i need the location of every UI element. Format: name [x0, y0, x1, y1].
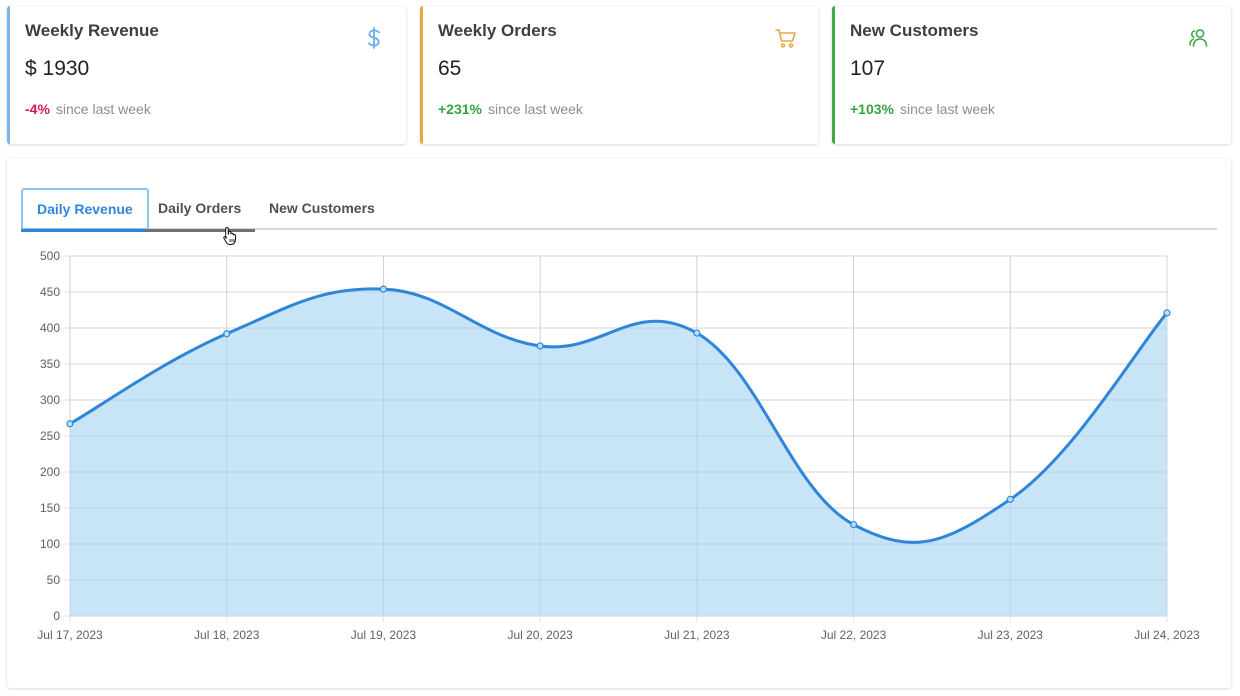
active-tab-indicator: [21, 229, 143, 232]
card-since: since last week: [487, 101, 583, 117]
card-since: since last week: [55, 101, 151, 117]
x-tick-label: Jul 20, 2023: [507, 628, 573, 642]
y-tick-label: 150: [40, 501, 60, 515]
hover-tab-indicator: [143, 229, 255, 232]
card-accent-bar: [7, 6, 10, 144]
card-footer: +103% since last week: [850, 101, 995, 117]
data-point: [379, 285, 388, 293]
x-tick-label: Jul 17, 2023: [37, 628, 103, 642]
card-accent-bar: [420, 6, 423, 144]
card-change: +103%: [850, 101, 894, 117]
hand-pointer-icon: [223, 226, 236, 245]
card-title: Weekly Revenue: [25, 21, 159, 40]
card-since: since last week: [899, 101, 995, 117]
card-change: +231%: [438, 101, 482, 117]
chart-tabs: Daily Revenue Daily Orders New Customers: [21, 188, 1217, 232]
card-accent-bar: [832, 6, 835, 144]
y-tick-label: 450: [40, 285, 60, 299]
y-tick-label: 500: [40, 249, 60, 263]
card-footer: +231% since last week: [438, 101, 583, 117]
weekly-revenue-card: Weekly Revenue $ 1930 -4% since last week: [7, 6, 406, 144]
card-footer: -4% since last week: [25, 101, 151, 117]
data-point: [849, 520, 858, 529]
x-tick-label: Jul 22, 2023: [821, 628, 887, 642]
cart-icon: [775, 29, 796, 48]
data-point: [693, 329, 701, 337]
y-tick-label: 350: [40, 357, 60, 371]
data-point: [223, 330, 231, 338]
card-title: New Customers: [850, 21, 979, 40]
y-tick-label: 300: [40, 393, 60, 407]
data-point: [536, 342, 544, 350]
y-tick-label: 200: [40, 465, 60, 479]
users-icon: [1189, 29, 1208, 47]
y-tick-label: 250: [40, 429, 60, 443]
card-change: -4%: [25, 101, 50, 117]
x-tick-label: Jul 23, 2023: [978, 628, 1044, 642]
x-tick-label: Jul 24, 2023: [1134, 628, 1200, 642]
x-tick-label: Jul 18, 2023: [194, 628, 260, 642]
data-point: [1006, 495, 1014, 503]
y-tick-label: 0: [53, 609, 60, 623]
tab-daily-orders[interactable]: Daily Orders: [158, 200, 242, 216]
tab-new-customers[interactable]: New Customers: [269, 200, 375, 216]
card-title: Weekly Orders: [438, 21, 557, 40]
data-point: [1163, 309, 1171, 317]
summary-cards: Weekly Revenue $ 1930 -4% since last week…: [7, 6, 1231, 146]
new-customers-card: New Customers 107 +103% since last week: [832, 6, 1231, 144]
revenue-line: [69, 287, 1169, 544]
card-value: 107: [850, 57, 886, 80]
x-tick-label: Jul 21, 2023: [664, 628, 730, 642]
weekly-orders-card: Weekly Orders 65 +231% since last week: [420, 6, 818, 144]
y-tick-label: 400: [40, 321, 60, 335]
revenue-area-fill: [70, 288, 1167, 616]
dollar-icon: [368, 27, 380, 49]
card-value: 65: [438, 57, 462, 80]
x-tick-label: Jul 19, 2023: [351, 628, 417, 642]
card-value: $ 1930: [25, 57, 90, 80]
y-tick-label: 50: [47, 573, 61, 587]
data-point: [66, 420, 74, 428]
y-tick-label: 100: [40, 537, 60, 551]
